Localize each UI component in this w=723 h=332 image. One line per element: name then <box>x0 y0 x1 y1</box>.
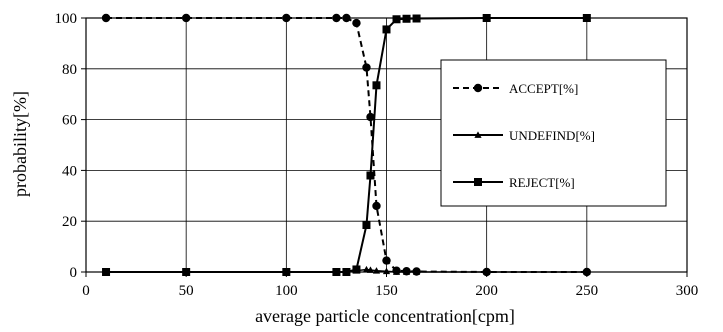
x-tick-label: 0 <box>82 283 90 299</box>
axes: 0 50 100 150 200 250 300 0 20 40 60 80 100 <box>55 11 699 299</box>
x-axis-title: average particle concentration[cpm] <box>255 306 515 326</box>
series-accept <box>101 13 592 277</box>
data-point <box>382 25 391 34</box>
legend-marker <box>473 83 483 93</box>
x-tick-label: 150 <box>375 283 398 299</box>
data-point <box>352 18 361 28</box>
x-tick-label: 100 <box>275 283 298 299</box>
legend: ACCEPT[%] UNDEFIND[%] REJECT[%] <box>440 59 667 207</box>
y-tick-label: 100 <box>55 11 78 27</box>
y-tick-label: 80 <box>62 62 77 78</box>
data-point <box>352 265 361 274</box>
data-point <box>366 171 375 180</box>
legend-entry: ACCEPT[%] <box>453 81 578 96</box>
data-point <box>362 221 371 230</box>
x-tick-label: 250 <box>576 283 599 299</box>
data-point <box>366 266 375 273</box>
legend-entry: REJECT[%] <box>453 175 575 190</box>
legend-label: ACCEPT[%] <box>509 81 578 96</box>
y-axis-title: probability[%] <box>10 91 30 197</box>
data-point <box>382 256 391 265</box>
y-tick-label: 60 <box>62 113 77 129</box>
data-point <box>392 266 401 275</box>
x-tick-label: 200 <box>475 283 498 299</box>
data-point <box>362 63 371 72</box>
legend-marker <box>474 131 482 138</box>
y-tick-label: 0 <box>70 265 78 281</box>
data-point <box>402 267 411 276</box>
legend-label: REJECT[%] <box>509 175 575 190</box>
data-point <box>366 112 375 122</box>
data-point <box>402 14 411 23</box>
x-tick-label: 50 <box>179 283 194 299</box>
y-tick-label: 40 <box>62 163 77 179</box>
data-point <box>372 201 381 211</box>
legend-marker <box>474 178 482 186</box>
legend-entry: UNDEFIND[%] <box>453 128 595 143</box>
data-point <box>392 15 401 24</box>
data-point <box>372 81 381 90</box>
legend-label: UNDEFIND[%] <box>509 128 595 143</box>
x-tick-label: 300 <box>676 283 699 299</box>
y-tick-label: 20 <box>62 214 77 230</box>
